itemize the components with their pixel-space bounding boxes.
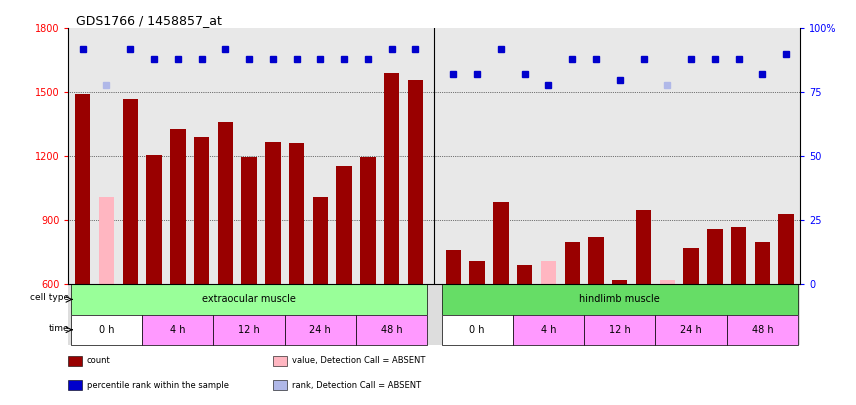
Bar [731, 227, 746, 284]
Bar [446, 250, 461, 284]
Bar [142, 315, 213, 345]
Text: value, Detection Call = ABSENT: value, Detection Call = ABSENT [292, 356, 425, 365]
Bar [384, 73, 400, 284]
Bar [213, 315, 285, 345]
Bar [493, 202, 508, 284]
Bar [273, 380, 287, 390]
Text: extraocular muscle: extraocular muscle [202, 294, 296, 305]
Bar [588, 237, 603, 284]
Text: 12 h: 12 h [609, 325, 631, 335]
Text: 48 h: 48 h [752, 325, 773, 335]
Bar [517, 265, 532, 284]
Text: 0 h: 0 h [469, 325, 485, 335]
Bar [288, 143, 305, 284]
Text: cell type: cell type [30, 293, 69, 303]
Text: time: time [49, 324, 69, 333]
Bar [285, 315, 356, 345]
Bar [656, 315, 727, 345]
Bar [336, 166, 352, 284]
Bar [312, 197, 328, 284]
Bar [541, 261, 556, 284]
Bar [193, 137, 209, 284]
Bar [356, 315, 427, 345]
Bar [71, 284, 427, 315]
Text: 4 h: 4 h [541, 325, 556, 335]
Bar [469, 261, 484, 284]
Bar [98, 197, 114, 284]
Text: 4 h: 4 h [170, 325, 186, 335]
Bar [407, 79, 423, 284]
Bar [727, 315, 798, 345]
Text: 24 h: 24 h [681, 325, 702, 335]
Bar [564, 241, 580, 284]
Bar [265, 143, 281, 284]
Bar [612, 280, 627, 284]
Text: percentile rank within the sample: percentile rank within the sample [86, 381, 229, 390]
Bar [442, 315, 513, 345]
Bar [170, 128, 186, 284]
Text: 24 h: 24 h [310, 325, 331, 335]
Bar [636, 209, 651, 284]
Bar [584, 315, 656, 345]
Bar [778, 214, 794, 284]
Bar [71, 315, 142, 345]
Bar [146, 155, 162, 284]
Text: rank, Detection Call = ABSENT: rank, Detection Call = ABSENT [292, 381, 421, 390]
Bar [75, 94, 91, 284]
Bar [273, 356, 287, 366]
Bar [241, 158, 257, 284]
Text: hindlimb muscle: hindlimb muscle [580, 294, 660, 305]
Bar [707, 229, 722, 284]
Bar [68, 380, 81, 390]
Text: 48 h: 48 h [381, 325, 402, 335]
Text: count: count [86, 356, 110, 365]
Text: GDS1766 / 1458857_at: GDS1766 / 1458857_at [76, 14, 222, 27]
Bar [513, 315, 584, 345]
Bar [360, 158, 376, 284]
Bar [442, 284, 798, 315]
Text: 0 h: 0 h [98, 325, 114, 335]
Bar [660, 280, 675, 284]
Bar [122, 99, 138, 284]
Bar [217, 122, 233, 284]
Bar [755, 241, 770, 284]
Text: 12 h: 12 h [238, 325, 260, 335]
Bar [683, 248, 698, 284]
Bar [68, 356, 81, 366]
